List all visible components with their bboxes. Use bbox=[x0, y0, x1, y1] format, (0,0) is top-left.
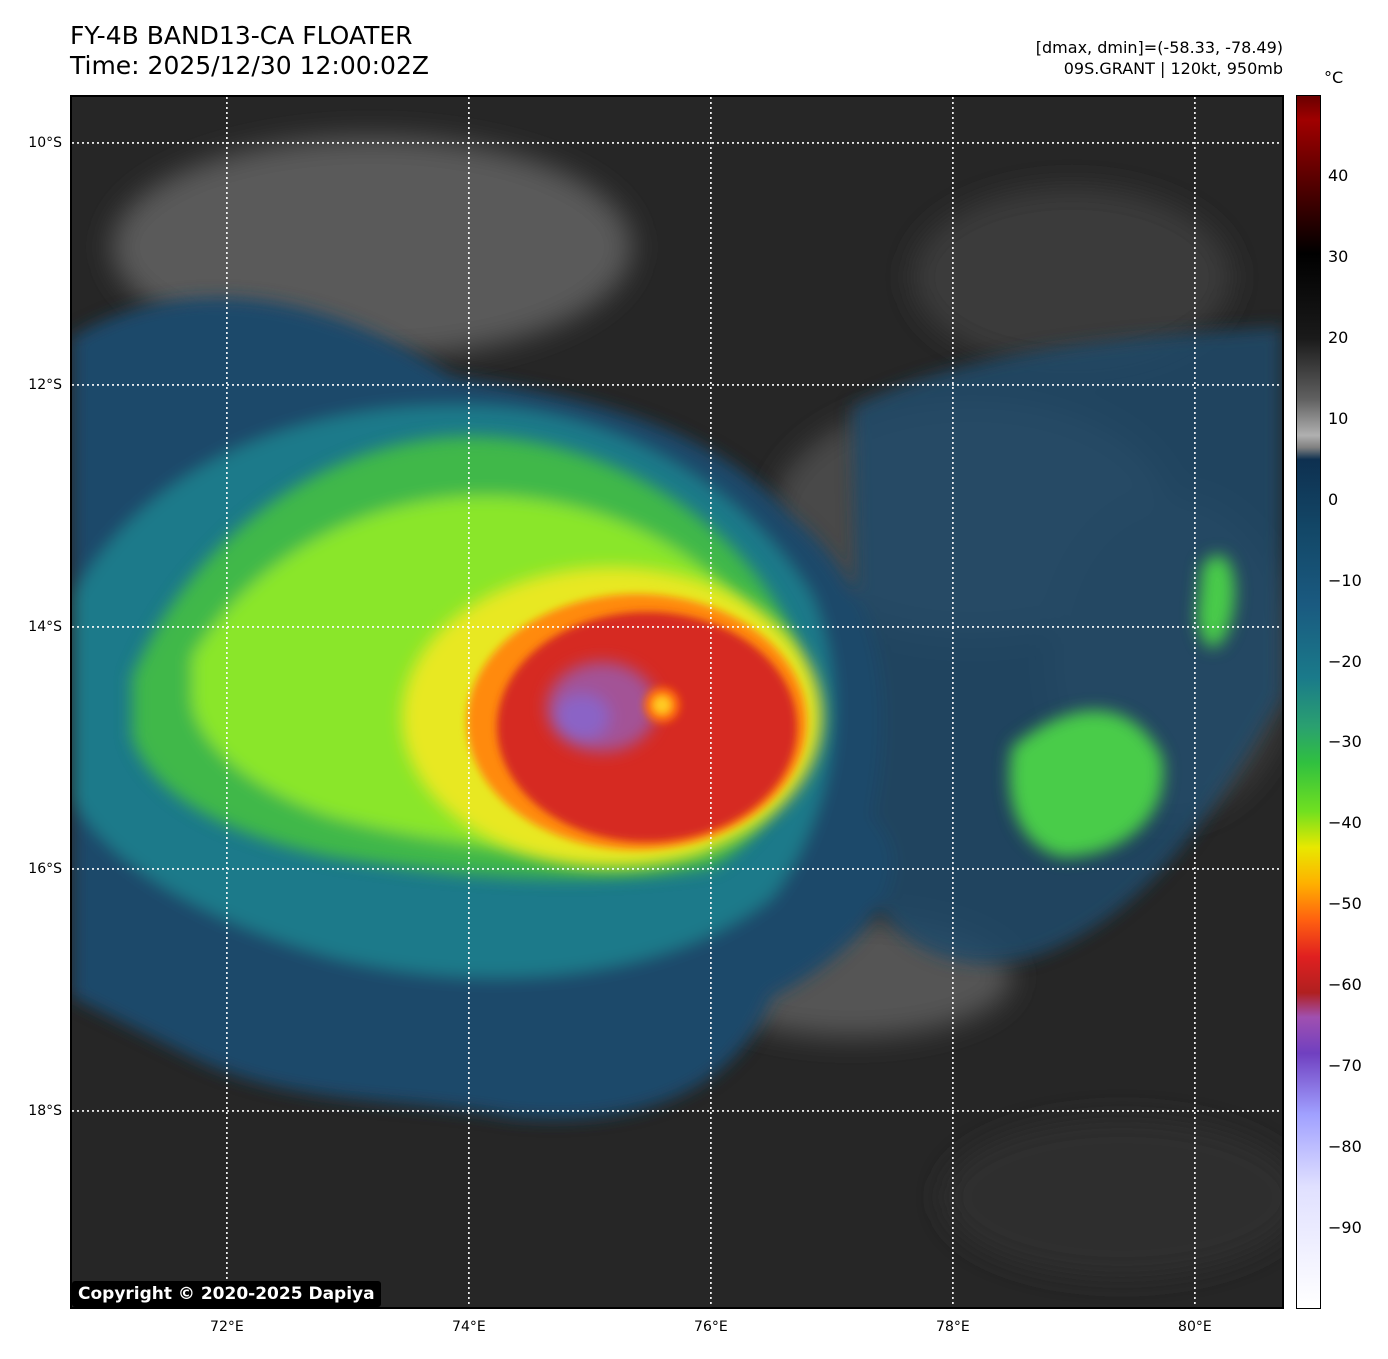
colorbar-tick-label: −60 bbox=[1328, 975, 1362, 995]
title-line-1: FY-4B BAND13-CA FLOATER bbox=[70, 21, 413, 50]
colorbar-tick-label: 0 bbox=[1328, 489, 1339, 509]
colorbar-unit: °C bbox=[1324, 68, 1344, 87]
dmax-dmin-range: [dmax, dmin]=(-58.33, -78.49) bbox=[1035, 38, 1283, 57]
latitude-label: 14°S bbox=[28, 618, 62, 635]
longitude-label: 74°E bbox=[452, 1319, 486, 1335]
colorbar-tick-label: −30 bbox=[1328, 732, 1362, 752]
colorbar-tick-label: −80 bbox=[1328, 1137, 1362, 1157]
latitude-label: 12°S bbox=[28, 376, 62, 393]
colorbar-tick-label: −40 bbox=[1328, 813, 1362, 833]
colorbar-tick-label: −70 bbox=[1328, 1056, 1362, 1076]
longitude-label: 72°E bbox=[210, 1319, 244, 1335]
copyright-notice: Copyright © 2020-2025 Dapiya bbox=[72, 1281, 381, 1307]
latitude-label: 16°S bbox=[28, 860, 62, 877]
satellite-map bbox=[70, 95, 1284, 1309]
colorbar-tick-label: −20 bbox=[1328, 651, 1362, 671]
satellite-imagery bbox=[72, 97, 1282, 1307]
colorbar-tick-label: −50 bbox=[1328, 894, 1362, 914]
title-line-2: Time: 2025/12/30 12:00:02Z bbox=[70, 51, 429, 80]
latitude-label: 18°S bbox=[28, 1102, 62, 1119]
colorbar bbox=[1296, 95, 1321, 1309]
longitude-label: 80°E bbox=[1178, 1319, 1212, 1335]
colorbar-tick-label: 20 bbox=[1328, 327, 1349, 347]
longitude-label: 76°E bbox=[694, 1319, 728, 1335]
storm-info: 09S.GRANT | 120kt, 950mb bbox=[1063, 59, 1283, 78]
longitude-label: 78°E bbox=[936, 1319, 970, 1335]
latitude-label: 10°S bbox=[28, 134, 62, 151]
colorbar-tick-label: 40 bbox=[1328, 165, 1349, 185]
colorbar-tick-label: −10 bbox=[1328, 570, 1362, 590]
colorbar-tick-label: −90 bbox=[1328, 1218, 1362, 1238]
colorbar-tick-label: 10 bbox=[1328, 408, 1349, 428]
colorbar-tick-label: 30 bbox=[1328, 246, 1349, 266]
lat-lon-gridlines bbox=[72, 97, 1282, 1307]
